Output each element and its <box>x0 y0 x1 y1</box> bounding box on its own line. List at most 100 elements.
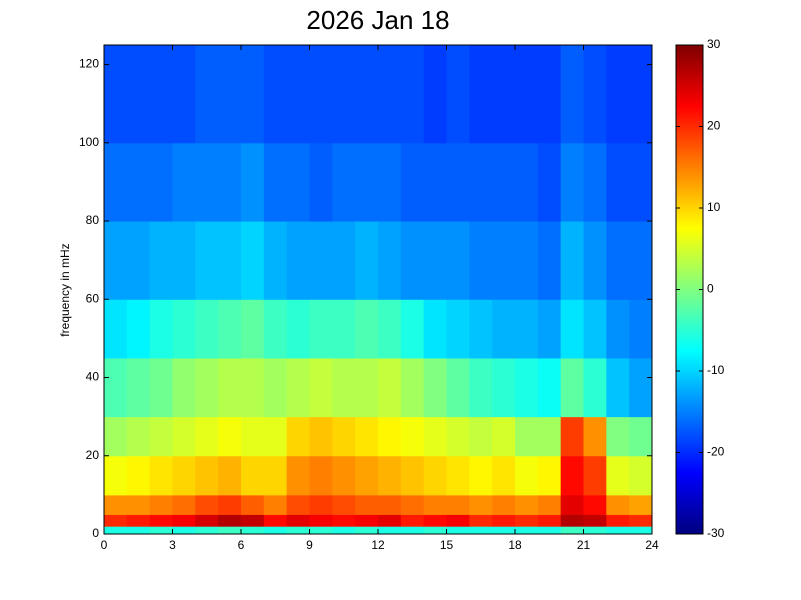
heat-cell <box>629 514 653 527</box>
heat-cell <box>104 45 128 144</box>
heat-cell <box>126 455 151 496</box>
heat-cell <box>446 455 470 496</box>
heat-cell <box>423 142 447 222</box>
heat-cell <box>309 142 333 222</box>
heat-cell <box>126 45 151 144</box>
heat-cell <box>378 494 402 515</box>
heat-cell <box>263 221 288 300</box>
heat-cell <box>332 45 356 144</box>
heat-cell <box>263 142 288 222</box>
colorbar-tick-label: 20 <box>707 119 721 133</box>
colorbar-tick-label: -20 <box>707 445 725 459</box>
heat-cell <box>560 526 584 535</box>
heat-cell <box>423 526 447 535</box>
heat-cell <box>218 494 242 515</box>
heat-cell <box>537 526 562 535</box>
heat-cell <box>378 526 402 535</box>
heat-cell <box>469 455 493 496</box>
heat-cell <box>492 357 516 418</box>
heat-cell <box>606 455 630 496</box>
heat-cell <box>629 299 653 359</box>
heat-cell <box>515 221 539 300</box>
heat-cell <box>378 45 402 144</box>
heat-cell <box>355 455 379 496</box>
heat-cell <box>309 526 333 535</box>
heat-cell <box>104 221 128 300</box>
heat-cell <box>286 221 310 300</box>
heat-cell <box>149 416 173 457</box>
heat-cell <box>309 299 333 359</box>
heat-cell <box>286 416 310 457</box>
heat-cell <box>218 45 242 144</box>
heat-cell <box>355 416 379 457</box>
heat-cell <box>309 494 333 515</box>
heat-cell <box>606 45 630 144</box>
heat-cell <box>172 494 196 515</box>
heat-cell <box>218 455 242 496</box>
heat-cell <box>149 455 173 496</box>
y-tick-label: 60 <box>86 291 100 305</box>
heat-cell <box>583 221 607 300</box>
heat-cell <box>606 299 630 359</box>
heat-cell <box>492 299 516 359</box>
heat-cell <box>218 221 242 300</box>
heat-cell <box>241 514 265 527</box>
heat-cell <box>104 514 128 527</box>
heat-cell <box>241 221 265 300</box>
heat-cell <box>537 514 562 527</box>
heat-cell <box>606 357 630 418</box>
heat-cell <box>286 455 310 496</box>
heat-cell <box>537 494 562 515</box>
heat-cell <box>446 45 470 144</box>
heat-cell <box>126 142 151 222</box>
heat-cell <box>492 416 516 457</box>
heat-cell <box>195 142 219 222</box>
heat-cell <box>606 514 630 527</box>
x-tick-label: 9 <box>306 538 313 552</box>
heat-cell <box>172 357 196 418</box>
heat-cell <box>423 299 447 359</box>
heat-cell <box>172 455 196 496</box>
x-tick-label: 3 <box>169 538 176 552</box>
heat-cell <box>378 455 402 496</box>
heat-cell <box>629 221 653 300</box>
heat-cell <box>515 357 539 418</box>
heat-cell <box>286 142 310 222</box>
heat-cell <box>126 526 151 535</box>
heat-cell <box>355 299 379 359</box>
heat-cell <box>583 455 607 496</box>
heat-cell <box>286 45 310 144</box>
heat-cell <box>446 494 470 515</box>
heat-cell <box>400 45 425 144</box>
heat-cell <box>515 514 539 527</box>
heat-cell <box>104 142 128 222</box>
heat-cell <box>355 357 379 418</box>
heat-cell <box>172 221 196 300</box>
heat-cell <box>469 45 493 144</box>
heat-cell <box>104 299 128 359</box>
heat-cell <box>104 416 128 457</box>
heat-cell <box>309 455 333 496</box>
heat-cell <box>469 514 493 527</box>
heat-cell <box>172 299 196 359</box>
heat-cell <box>332 357 356 418</box>
heat-cell <box>126 299 151 359</box>
heat-cell <box>241 45 265 144</box>
heat-cell <box>606 494 630 515</box>
heat-cell <box>309 514 333 527</box>
y-tick-label: 120 <box>79 57 99 71</box>
heat-cell <box>515 299 539 359</box>
heat-cell <box>423 221 447 300</box>
heat-cell <box>583 514 607 527</box>
heat-cell <box>515 455 539 496</box>
heat-cell <box>286 526 310 535</box>
heat-cell <box>195 357 219 418</box>
heat-cell <box>172 45 196 144</box>
heat-cell <box>423 455 447 496</box>
heat-cell <box>332 142 356 222</box>
x-tick-label: 6 <box>238 538 245 552</box>
heat-cell <box>195 221 219 300</box>
heat-cell <box>446 526 470 535</box>
heat-cell <box>263 299 288 359</box>
